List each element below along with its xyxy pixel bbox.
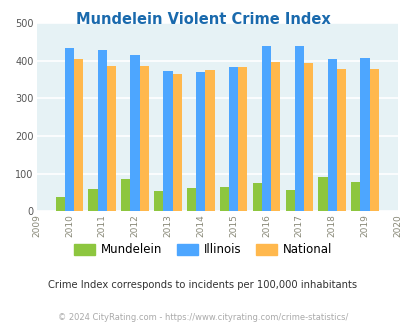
Bar — [303, 63, 312, 211]
Bar — [74, 59, 83, 211]
Bar — [327, 59, 336, 211]
Legend: Mundelein, Illinois, National: Mundelein, Illinois, National — [69, 239, 336, 261]
Bar — [97, 50, 107, 211]
Bar — [130, 55, 139, 211]
Bar — [172, 74, 181, 211]
Bar — [252, 182, 261, 211]
Bar — [285, 190, 294, 211]
Bar — [228, 67, 238, 211]
Text: © 2024 CityRating.com - https://www.cityrating.com/crime-statistics/: © 2024 CityRating.com - https://www.city… — [58, 313, 347, 322]
Bar — [318, 177, 327, 211]
Bar — [163, 71, 172, 211]
Bar — [350, 182, 360, 211]
Bar — [205, 70, 214, 211]
Bar — [121, 179, 130, 211]
Bar — [107, 66, 116, 211]
Bar — [261, 47, 271, 211]
Bar — [336, 69, 345, 211]
Bar — [196, 72, 205, 211]
Text: Mundelein Violent Crime Index: Mundelein Violent Crime Index — [75, 12, 330, 26]
Bar — [65, 48, 74, 211]
Bar — [88, 189, 97, 211]
Bar — [187, 188, 196, 211]
Bar — [238, 67, 247, 211]
Bar — [154, 191, 163, 211]
Bar — [219, 187, 228, 211]
Bar — [271, 62, 279, 211]
Text: Crime Index corresponds to incidents per 100,000 inhabitants: Crime Index corresponds to incidents per… — [48, 280, 357, 290]
Bar — [139, 66, 149, 211]
Bar — [55, 197, 65, 211]
Bar — [294, 47, 303, 211]
Bar — [369, 69, 378, 211]
Bar — [360, 58, 369, 211]
